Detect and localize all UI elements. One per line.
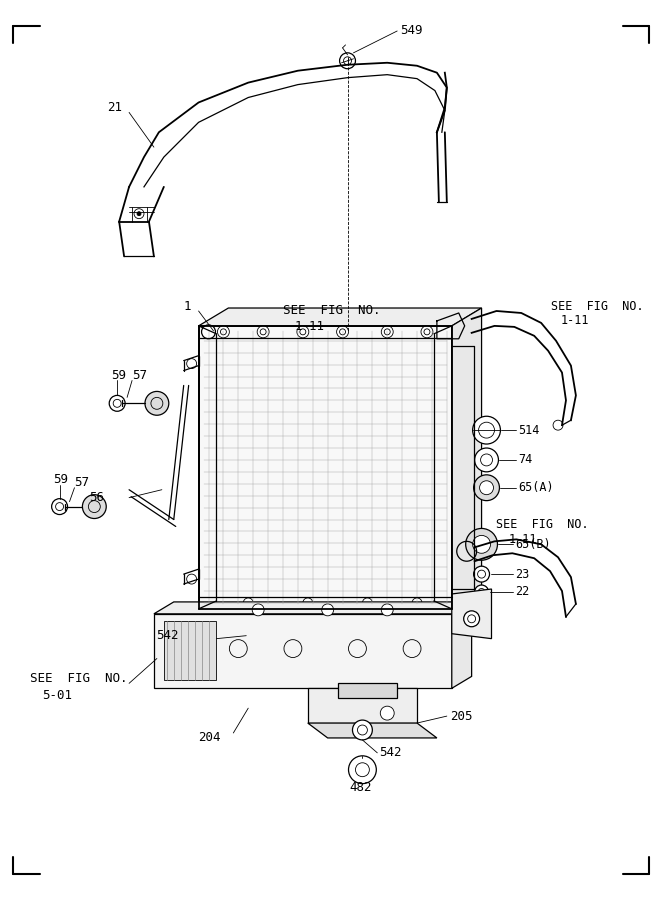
Text: 1: 1 (183, 300, 191, 312)
Circle shape (380, 706, 394, 720)
Circle shape (349, 756, 376, 784)
Circle shape (303, 598, 313, 608)
Polygon shape (199, 308, 482, 326)
Circle shape (321, 604, 334, 616)
Circle shape (51, 499, 67, 515)
Circle shape (474, 566, 490, 582)
Circle shape (475, 585, 488, 598)
Text: 65(A): 65(A) (518, 482, 554, 494)
Polygon shape (307, 723, 437, 738)
Polygon shape (164, 621, 217, 680)
Text: SEE  FIG  NO.: SEE FIG NO. (283, 304, 380, 318)
Polygon shape (307, 688, 417, 723)
Text: 56: 56 (89, 491, 104, 504)
Circle shape (337, 326, 349, 338)
Polygon shape (452, 308, 482, 609)
Circle shape (201, 325, 215, 338)
Circle shape (421, 326, 433, 338)
Circle shape (382, 604, 394, 616)
Text: 65(B): 65(B) (516, 538, 551, 551)
Circle shape (466, 528, 498, 560)
Circle shape (83, 495, 106, 518)
Text: 21: 21 (107, 101, 122, 114)
Text: 542: 542 (380, 746, 402, 760)
Polygon shape (338, 683, 397, 698)
Circle shape (474, 475, 500, 500)
Text: 482: 482 (350, 781, 372, 794)
Text: 1-11: 1-11 (295, 320, 325, 333)
Text: 59: 59 (111, 369, 126, 382)
Polygon shape (199, 326, 452, 609)
Text: 542: 542 (156, 629, 179, 643)
Circle shape (252, 604, 264, 616)
Text: 204: 204 (199, 732, 221, 744)
Text: 22: 22 (516, 586, 530, 598)
Text: 1-11: 1-11 (561, 314, 590, 328)
Text: 57: 57 (75, 476, 89, 490)
Circle shape (137, 212, 141, 216)
Circle shape (382, 326, 394, 338)
Text: 23: 23 (516, 568, 530, 580)
Circle shape (217, 326, 229, 338)
Circle shape (464, 611, 480, 626)
Polygon shape (452, 602, 472, 688)
Text: 514: 514 (518, 424, 540, 436)
Polygon shape (154, 614, 452, 688)
Text: 549: 549 (400, 24, 423, 38)
Text: SEE  FIG  NO.: SEE FIG NO. (496, 518, 589, 531)
Circle shape (475, 448, 498, 472)
Text: 74: 74 (518, 454, 532, 466)
Text: SEE  FIG  NO.: SEE FIG NO. (30, 672, 127, 685)
Text: 57: 57 (132, 369, 147, 382)
Circle shape (362, 598, 372, 608)
Text: 5-01: 5-01 (42, 688, 72, 702)
Circle shape (109, 395, 125, 411)
Text: SEE  FIG  NO.: SEE FIG NO. (551, 300, 644, 312)
Circle shape (352, 720, 372, 740)
Text: 205: 205 (450, 709, 472, 723)
Text: 59: 59 (53, 473, 69, 486)
Circle shape (297, 326, 309, 338)
Circle shape (412, 598, 422, 608)
Text: 1-11: 1-11 (508, 533, 537, 546)
Circle shape (473, 416, 500, 444)
Circle shape (257, 326, 269, 338)
Polygon shape (452, 589, 492, 639)
Polygon shape (154, 602, 472, 614)
Circle shape (480, 481, 494, 495)
Circle shape (243, 598, 253, 608)
Circle shape (473, 536, 490, 554)
Circle shape (145, 392, 169, 415)
